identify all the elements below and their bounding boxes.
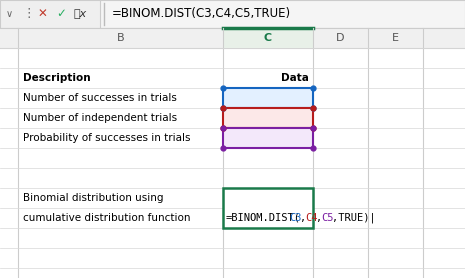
Text: 𝑓x: 𝑓x [74,9,87,19]
Bar [223,88,313,108]
Text: Binomial distribution using: Binomial distribution using [23,193,164,203]
Text: ✓: ✓ [56,8,66,21]
Bar [223,108,313,128]
Bar [223,128,313,148]
Text: Number of independent trials: Number of independent trials [23,113,177,123]
Text: ,: , [300,213,306,223]
Text: 75: 75 [296,113,309,123]
Bar [0,0,100,28]
Bar [0,28,465,48]
Text: D: D [336,33,345,43]
Text: C5: C5 [321,213,334,223]
Text: C3: C3 [290,213,302,223]
Bar [223,28,313,48]
Text: cumulative distribution function: cumulative distribution function [23,213,191,223]
Text: Probability of successes in trials: Probability of successes in trials [23,133,191,143]
Text: ⋮: ⋮ [22,8,34,21]
Text: Data: Data [281,73,309,83]
Text: ✕: ✕ [38,8,48,21]
Bar [223,188,313,228]
Bar [0,0,465,28]
Text: E: E [392,33,399,43]
Text: C4: C4 [306,213,318,223]
Text: =BINOM.DIST(: =BINOM.DIST( [226,213,301,223]
Text: 30%: 30% [286,133,309,143]
Text: 40: 40 [296,93,309,103]
Text: =BINOM.DIST(C3,C4,C5,TRUE): =BINOM.DIST(C3,C4,C5,TRUE) [112,8,291,21]
Text: Description: Description [23,73,91,83]
Text: ,TRUE)|: ,TRUE)| [332,213,376,223]
Text: C: C [264,33,272,43]
Text: Number of successes in trials: Number of successes in trials [23,93,177,103]
Text: ,: , [316,213,322,223]
Text: B: B [117,33,124,43]
Text: ∨: ∨ [6,9,13,19]
